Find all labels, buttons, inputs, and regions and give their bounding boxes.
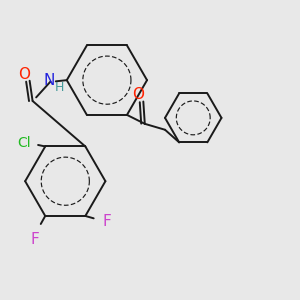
Text: Cl: Cl (18, 136, 31, 151)
Text: O: O (18, 67, 30, 82)
Text: H: H (55, 81, 64, 94)
Text: N: N (43, 73, 55, 88)
Text: F: F (102, 214, 111, 229)
Text: O: O (132, 88, 144, 103)
Text: F: F (31, 232, 39, 247)
